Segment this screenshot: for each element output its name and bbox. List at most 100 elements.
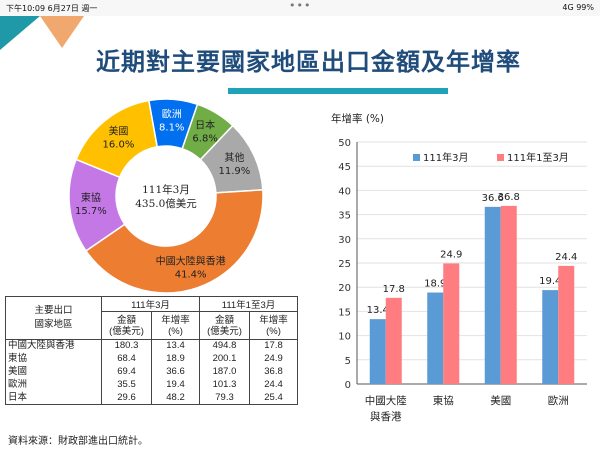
y-tick-label: 45 [338,162,351,173]
status-time: 下午10:09 [6,4,46,13]
y-tick-label: 30 [338,235,351,246]
y-tick-label: 25 [338,259,351,270]
table-header-growth: 年增率 (%) [151,311,200,340]
donut-slice-name: 中國大陸與香港 [156,254,226,267]
bar [542,290,559,384]
table-cell: 494.8 [199,339,250,353]
table-row: 美國 69.4 36.6 187.0 36.8 [5,365,298,379]
bar-value-label: 17.8 [383,284,405,295]
export-data-table: 主要出口 國家地區 111年3月 111年1至3月 金額 (億美元) 年增率 (%)… [5,296,298,405]
donut-slice-label: 6.8% [192,133,217,144]
y-tick-label: 15 [338,307,351,318]
amount-unit: (億美元) [207,325,242,337]
bar-value-label: 19.4 [539,276,561,287]
table-cell: 29.6 [101,391,152,405]
decor-orange-triangle [40,16,84,48]
bar-value-label: 24.9 [440,249,462,260]
table-cell: 18.9 [151,352,200,366]
bar [558,265,575,384]
decor-teal-triangle [0,16,40,50]
donut-slice [75,99,159,179]
y-tick-label: 35 [338,211,351,222]
bar [427,292,444,384]
donut-slice-name: 東協 [81,191,101,204]
table-cell: 25.4 [249,391,298,405]
table-cell-name: 東協 [5,352,102,366]
table-cell-name: 歐洲 [5,378,102,392]
donut-center-label: 435.0億美元 [135,197,197,210]
table-cell: 48.2 [151,391,200,405]
growth-rate-bar-chart: 年增率 (%) 0 5 10 15 20 25 30 35 40 45 50 111年3月 111年1至3… [331,112,587,423]
table-cell: 79.3 [199,391,250,405]
table-cell: 180.3 [101,339,152,353]
x-tick-label: 歐洲 [548,394,569,407]
status-bar: 下午10:09 6月27日 週一 ••• 4G 99% [0,0,600,16]
growth-label: 年增率 [161,314,190,326]
donut-slice-name: 其他 [224,151,244,164]
x-tick-label: 美國 [490,394,511,407]
table-cell: 36.6 [151,365,200,379]
table-row: 中國大陸與香港 180.3 13.4 494.8 17.8 [5,339,298,353]
table-header-amount: 金額 (億美元) [101,311,152,340]
bar [443,263,460,384]
table-row: 日本 29.6 48.2 79.3 25.4 [5,391,298,405]
table-cell: 187.0 [199,365,250,379]
multitask-dots-icon[interactable]: ••• [289,0,312,12]
table-cell-name: 中國大陸與香港 [5,339,102,353]
x-tick-label: 東協 [433,394,454,407]
legend-swatch [413,154,420,161]
donut-slice [84,189,264,294]
table-header-group-march: 111年3月 [101,296,200,312]
bar-value-label: 36.6 [482,193,504,204]
status-battery: 4G 99% [562,3,594,12]
bar-value-label: 24.4 [555,252,577,263]
donut-slice-label: 15.7% [75,206,107,217]
table-cell-name: 日本 [5,391,102,405]
table-cell: 19.4 [151,378,200,392]
donut-slice-label: 41.4% [175,269,207,280]
y-tick-label: 0 [345,380,351,391]
amount-label: 金額 [214,314,234,326]
y-tick-label: 40 [338,186,351,197]
title-underline [228,88,448,94]
growth-unit: (%) [168,325,183,337]
table-cell: 24.9 [249,352,298,366]
y-tick-label: 5 [345,356,351,367]
donut-slice-name: 歐洲 [162,108,182,121]
table-cell: 36.8 [249,365,298,379]
y-tick-label: 20 [338,283,351,294]
source-note: 資料來源：財政部進出口統計。 [8,436,148,447]
table-cell: 35.5 [101,378,152,392]
table-cell: 68.4 [101,352,152,366]
table-cell-name: 美國 [5,365,102,379]
growth-label: 年增率 [259,314,288,326]
table-cell: 69.4 [101,365,152,379]
table-cell: 200.1 [199,352,250,366]
donut-slice-label: 8.1% [159,123,184,134]
table-cell: 17.8 [249,339,298,353]
table-cell: 13.4 [151,339,200,353]
bar-value-label: 18.9 [424,279,446,290]
table-header-group-q1: 111年1至3月 [199,296,298,312]
donut-slice-label: 16.0% [103,139,135,150]
y-axis-label: 年增率 (%) [331,112,384,125]
export-share-donut-chart: 歐洲 8.1% 日本 6.8% 其他 11.9% 中國大陸與香港 41.4% 東協 15.7% 美國… [68,98,264,294]
table-header-region-line2: 國家地區 [34,319,73,330]
table-row: 歐洲 35.5 19.4 101.3 24.4 [5,378,298,392]
status-time-date: 下午10:09 6月27日 週一 [6,3,97,14]
x-tick-label: 中國大陸 [365,394,407,407]
growth-unit: (%) [266,325,281,337]
bar-value-label: 36.8 [498,192,520,203]
bar [484,206,501,384]
bar [500,205,517,384]
donut-slice-label: 11.9% [218,166,250,177]
table-header-amount: 金額 (億美元) [199,311,250,340]
y-tick-label: 50 [338,138,351,149]
table-header-region: 主要出口 國家地區 [5,296,102,340]
legend-label: 111年3月 [423,151,468,164]
y-tick-label: 10 [338,332,351,343]
amount-label: 金額 [116,314,136,326]
table-cell: 24.4 [249,378,298,392]
table-header-region-line1: 主要出口 [34,305,73,316]
bar-value-label: 13.4 [367,305,389,316]
